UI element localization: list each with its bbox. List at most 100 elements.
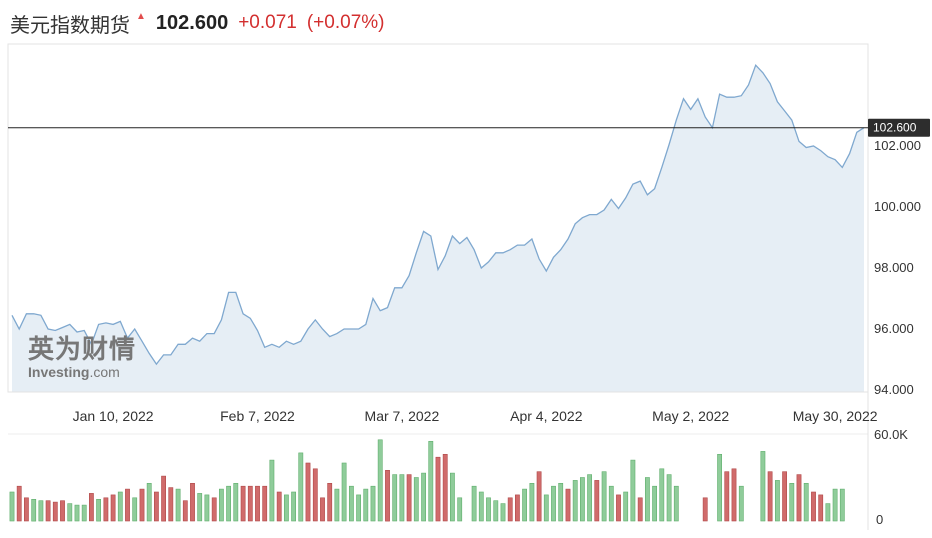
volume-bar (637, 497, 643, 522)
y-axis: 94.000 96.000 98.000 100.000 102.000 (874, 138, 921, 397)
volume-bar (406, 474, 412, 522)
last-price-marker-label: 102.600 (873, 121, 917, 135)
volume-bar (23, 497, 29, 522)
volume-bar (60, 500, 65, 522)
last-price-marker: 102.600 (868, 118, 930, 137)
volume-bar (139, 488, 145, 522)
volume-bar (478, 491, 484, 522)
volume-bar (449, 472, 455, 522)
volume-bar (486, 497, 491, 522)
volume-bar (132, 497, 138, 522)
volume-bar (117, 491, 123, 522)
volume-bar (168, 487, 174, 522)
volume-bar (442, 453, 448, 522)
price-area (12, 65, 864, 392)
volume-bar (594, 480, 600, 522)
x-tick-label: Apr 4, 2022 (510, 408, 583, 424)
volume-bar (399, 474, 405, 522)
volume-bar (652, 485, 657, 522)
volume-bar (536, 471, 542, 522)
y-tick-label: 102.000 (874, 138, 921, 153)
last-price: 102.600 (155, 11, 229, 34)
volume-bar (276, 491, 282, 522)
volume-bar (269, 459, 275, 522)
volume-bar (341, 462, 347, 522)
volume-bar (803, 482, 809, 522)
volume-bar (31, 498, 37, 522)
volume-bar (818, 494, 824, 522)
volume-bar (74, 504, 80, 522)
volume-bar (348, 485, 354, 522)
volume-bar (630, 459, 636, 522)
volume-bar (558, 482, 564, 522)
volume-bar (623, 491, 629, 522)
volume-bar (832, 488, 838, 522)
last-price-marker-box (868, 118, 930, 137)
volume-bar (161, 475, 166, 522)
volume-bar (529, 482, 535, 522)
volume-bar (616, 494, 621, 522)
volume-bar (197, 493, 203, 522)
volume-bar (96, 498, 101, 522)
volume-bar (298, 452, 304, 522)
volume-bar (255, 485, 260, 522)
volume-tick-label: 0 (876, 512, 883, 527)
volume-bar (738, 485, 744, 522)
logo-chinese-text: 英为财情 (28, 335, 137, 365)
volume-bar (717, 453, 722, 522)
volume-bar (240, 485, 246, 522)
volume-bar (81, 504, 87, 522)
volume-bar (125, 488, 130, 522)
volume-bar (327, 482, 333, 522)
volume-bar (16, 485, 22, 522)
volume-bar (666, 474, 672, 522)
price-change-percent: (+0.07%) (306, 12, 385, 33)
volume-bar (9, 491, 15, 522)
volume-bar (204, 494, 210, 522)
instrument-title: 美元指数期货 (10, 14, 130, 37)
volume-bar (767, 471, 773, 522)
volume-bar (825, 503, 831, 522)
investing-logo: 英为财情 Investing.com (28, 336, 136, 380)
volume-bar (182, 500, 188, 522)
x-tick-label: May 2, 2022 (652, 408, 729, 424)
volume-bar (435, 456, 441, 522)
volume-bar (601, 471, 607, 522)
volume-bar (377, 439, 383, 522)
volume-bar (146, 482, 152, 522)
y-tick-label: 100.000 (874, 199, 921, 214)
volume-bar (644, 477, 650, 522)
volume-bar (724, 471, 730, 522)
volume-bar (320, 497, 325, 522)
volume-bar (457, 497, 463, 522)
volume-bar (760, 451, 766, 522)
volume-bar (334, 488, 340, 522)
volume-bar (579, 477, 585, 522)
volume-bar (702, 497, 708, 522)
price-line (11, 63, 865, 366)
volume-bar (247, 485, 253, 522)
volume-bar (211, 497, 217, 522)
volume-bar (226, 485, 231, 522)
volume-bar (774, 480, 780, 522)
volume-bar (89, 493, 94, 522)
logo-english-suffix: .com (89, 364, 120, 380)
volume-bar (572, 480, 578, 522)
volume-bar (38, 500, 44, 522)
volume-bar (103, 497, 109, 522)
up-arrow-icon: ▲ (136, 10, 146, 22)
volume-bar (789, 482, 795, 522)
quote-header: 美元指数期货 ▲ 102.600 +0.071 (+0.07%) (10, 8, 384, 38)
x-tick-label: May 30, 2022 (793, 408, 878, 424)
logo-english-text: Investing.com (28, 364, 136, 380)
x-tick-label: Feb 7, 2022 (220, 408, 295, 424)
volume-bar (551, 485, 556, 522)
volume-bar (811, 491, 816, 522)
volume-bar (782, 471, 787, 522)
volume-axis: 0 60.0K (874, 427, 908, 527)
logo-english-main: Investing (28, 364, 90, 380)
volume-bar (370, 485, 376, 522)
volume-bar (659, 468, 665, 522)
volume-bar (522, 488, 527, 522)
